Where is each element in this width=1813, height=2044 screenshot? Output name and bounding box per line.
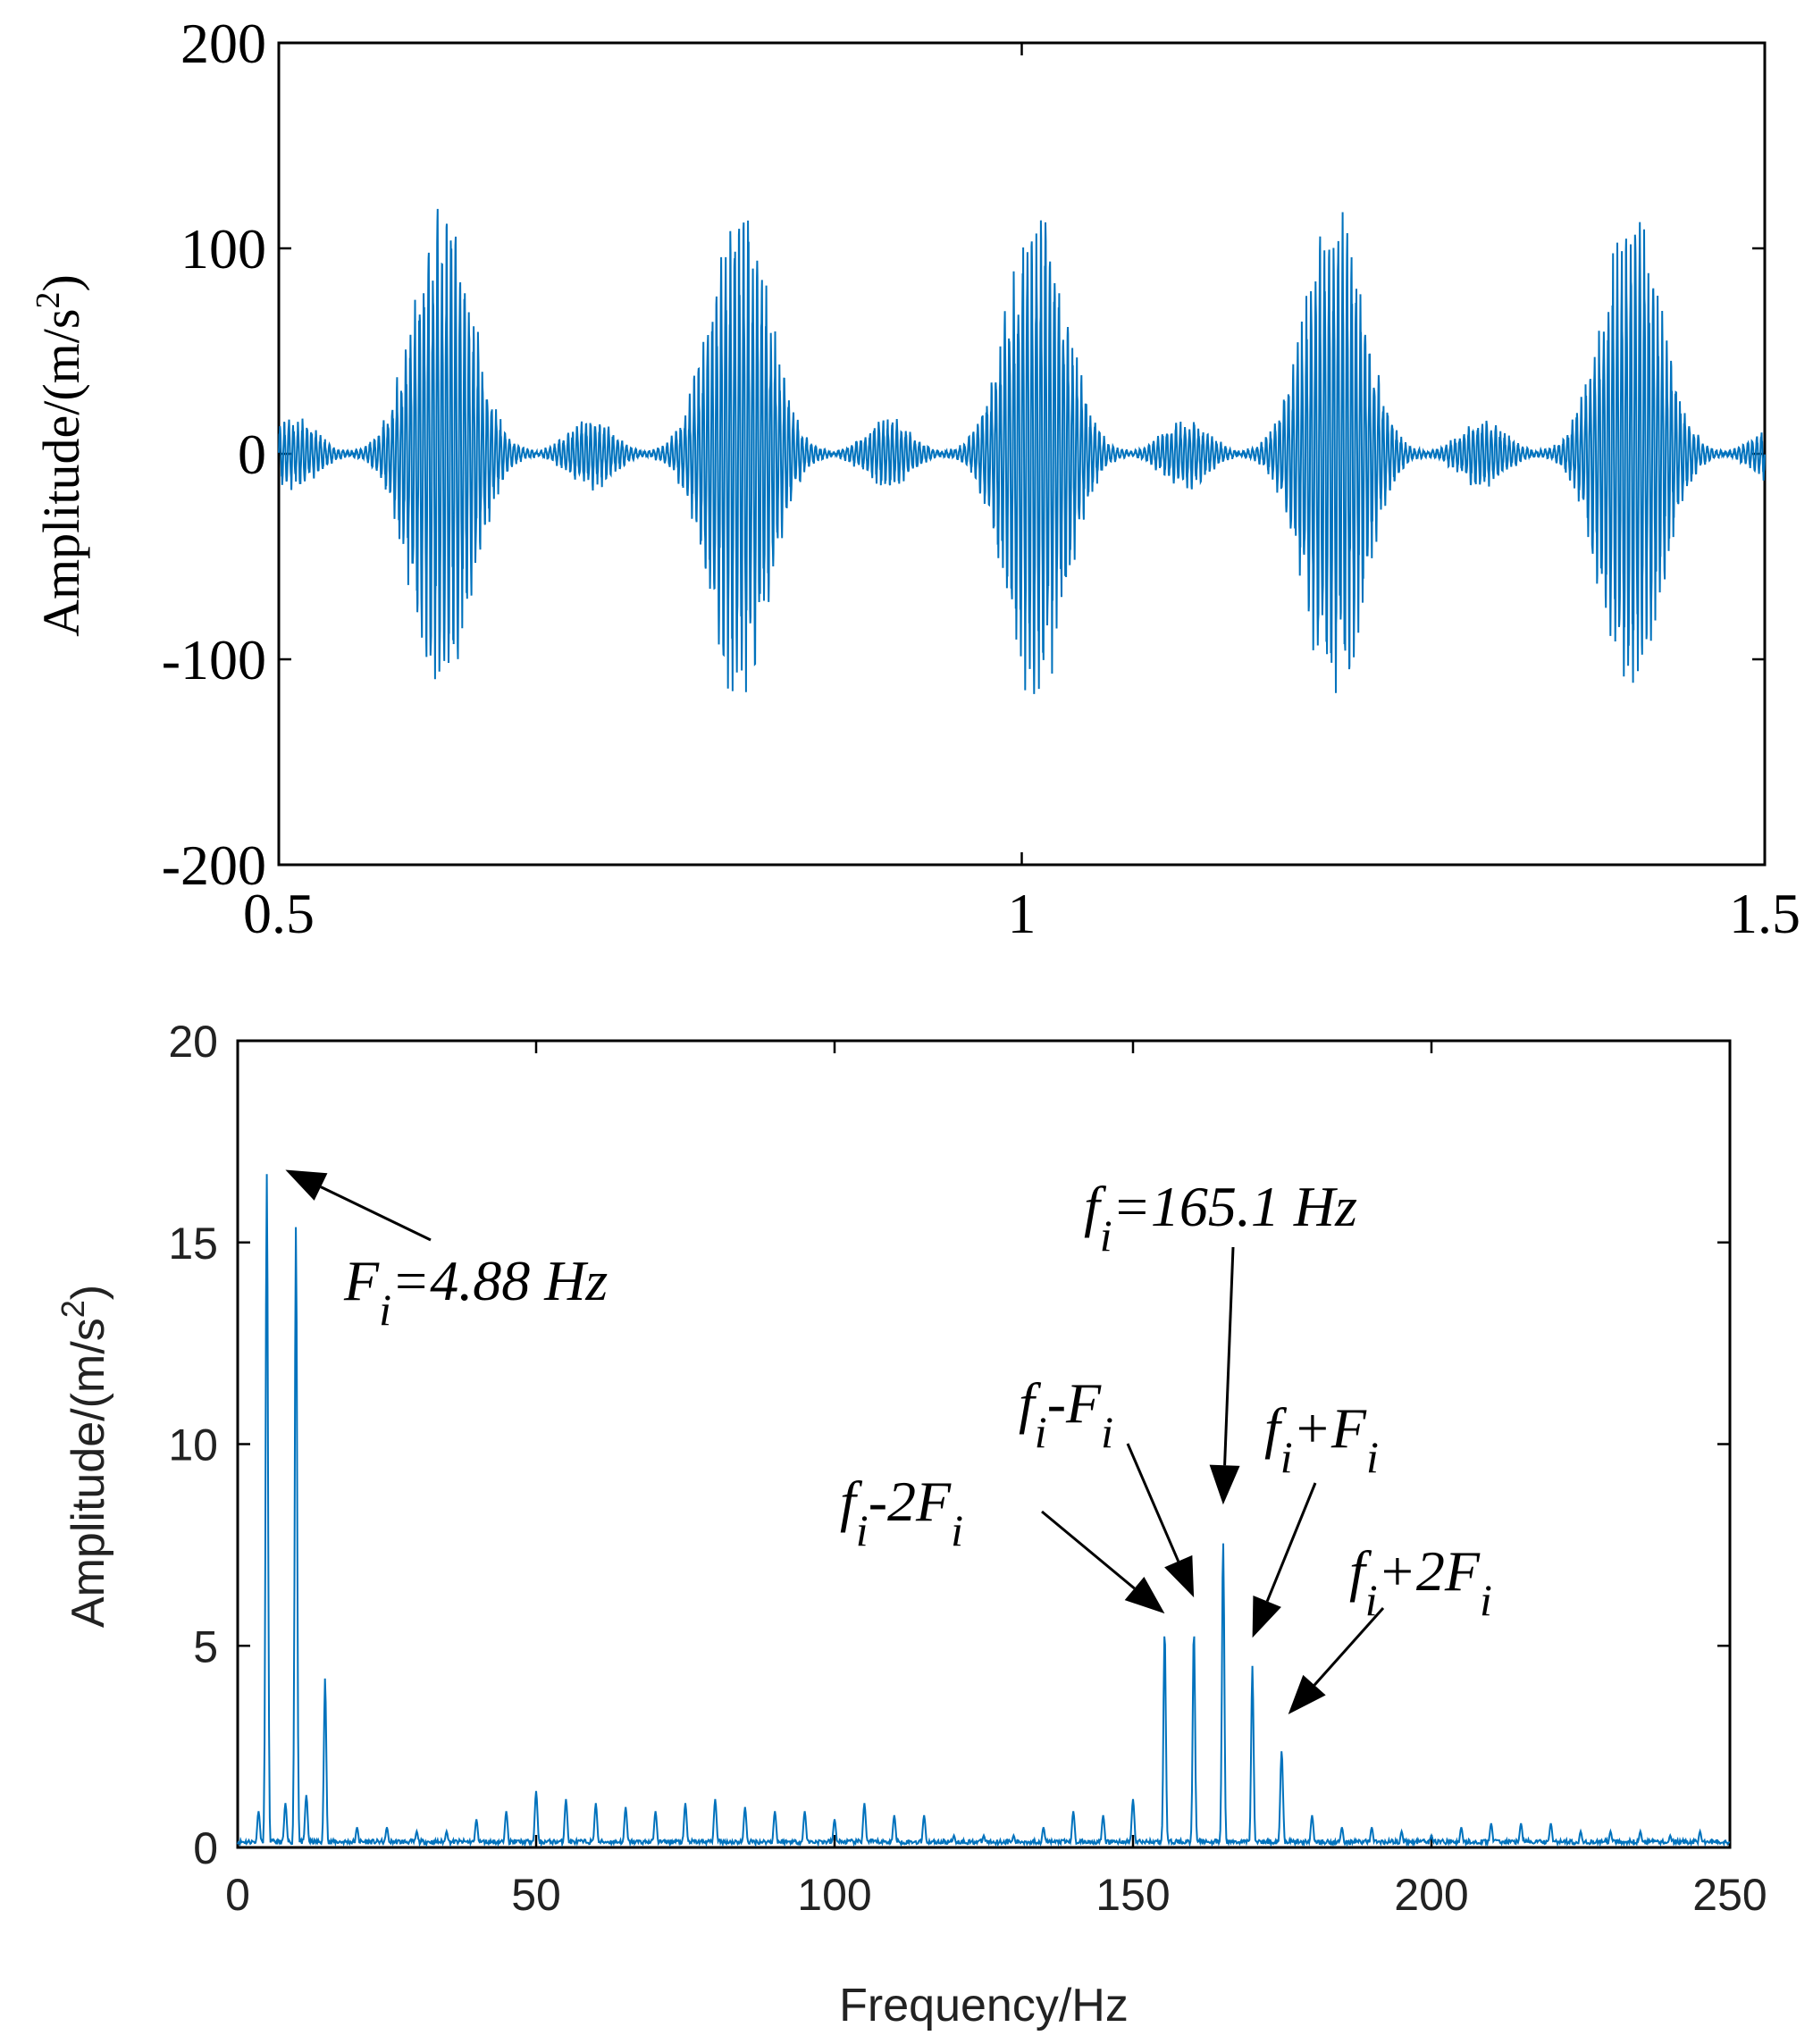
arrow-fi-2Fi-head xyxy=(1124,1576,1165,1614)
bottom-y-tick-label: 15 xyxy=(168,1219,218,1269)
bottom-plot-frame xyxy=(236,1039,1732,1849)
arrow-Fi-shaft xyxy=(320,1185,432,1242)
bottom-y-axis-label: Amplitude/(m/s2) xyxy=(55,1285,114,1628)
bottom-ticks: 0 50 100 150 200 250 0 5 10 15 20 xyxy=(168,1017,1767,1920)
arrow-fi+Fi-head xyxy=(1252,1596,1281,1638)
arrow-fi xyxy=(1209,1246,1240,1505)
bottom-x-tick-label: 250 xyxy=(1692,1870,1767,1920)
arrow-fi-Fi-shaft xyxy=(1126,1443,1180,1562)
spectrum-chart: 0 50 100 150 200 250 0 5 10 15 20 Amplitude/(m/s2)… xyxy=(55,1017,1767,2031)
time-signal-series xyxy=(278,208,1766,694)
top-ticks: 0.5 1 1.5 200 100 0 -100 -200 xyxy=(162,12,1800,945)
top-y-axis-label-text: Amplitude/(m/s2) xyxy=(29,274,90,637)
bottom-x-tick-label: 200 xyxy=(1394,1870,1468,1920)
bottom-x-tick-label: 150 xyxy=(1095,1870,1170,1920)
top-y-tick-label: 0 xyxy=(238,423,266,486)
top-y-axis-label: Amplitude/(m/s2) xyxy=(29,274,90,637)
top-x-tick-label: 1 xyxy=(1008,882,1037,945)
annotation-fi-2Fi: fi-2Fi xyxy=(840,1470,963,1555)
arrow-fi-2Fi xyxy=(1041,1510,1165,1614)
arrow-fi-shaft xyxy=(1223,1246,1235,1466)
top-y-tick-label: -100 xyxy=(162,628,266,691)
annotations: Fi=4.88 Hz fi=165.1 Hz fi-Fi fi-2Fi fi+Fi fi+… xyxy=(285,1169,1492,1715)
bottom-x-axis-label: Frequency/Hz xyxy=(839,1980,1129,2031)
arrow-Fi-head xyxy=(285,1169,328,1201)
bottom-x-tick-label: 0 xyxy=(225,1870,250,1920)
top-y-tick-label: 100 xyxy=(180,217,266,281)
top-y-tick-label: -200 xyxy=(162,834,266,897)
arrow-fi-Fi-head xyxy=(1164,1554,1195,1598)
arrow-fi+2Fi xyxy=(1288,1607,1385,1715)
arrow-Fi xyxy=(285,1169,432,1242)
bottom-y-tick-label: 0 xyxy=(193,1823,218,1873)
bottom-y-tick-label: 10 xyxy=(168,1420,218,1470)
annotation-fi: fi=165.1 Hz xyxy=(1084,1175,1357,1261)
annotation-Fi: Fi=4.88 Hz xyxy=(343,1249,608,1335)
bottom-x-tick-label: 100 xyxy=(797,1870,871,1920)
top-x-tick-label: 0.5 xyxy=(243,882,315,945)
arrow-fi+2Fi-head xyxy=(1288,1674,1326,1715)
arrow-fi-Fi xyxy=(1126,1443,1195,1598)
time-domain-chart: 0.5 1 1.5 200 100 0 -100 -200 Amplitude/(m/s2) xyxy=(29,12,1800,945)
arrow-fi-2Fi-shaft xyxy=(1041,1510,1136,1590)
arrow-fi+2Fi-shaft xyxy=(1313,1607,1385,1687)
arrow-fi-head xyxy=(1209,1464,1240,1505)
bottom-x-tick-label: 50 xyxy=(511,1870,561,1920)
bottom-y-axis-label-text: Amplitude/(m/s2) xyxy=(55,1285,114,1628)
annotation-fi+2Fi: fi+2Fi xyxy=(1349,1539,1492,1625)
arrow-fi+Fi xyxy=(1252,1482,1317,1638)
bottom-y-tick-label: 5 xyxy=(193,1621,218,1671)
annotation-fi-Fi: fi-Fi xyxy=(1019,1371,1113,1457)
bottom-y-tick-label: 20 xyxy=(168,1017,218,1067)
top-y-tick-label: 200 xyxy=(180,12,266,75)
arrow-fi+Fi-shaft xyxy=(1265,1482,1317,1603)
top-x-tick-label: 1.5 xyxy=(1729,882,1800,945)
spectrum-series xyxy=(237,1174,1731,1848)
annotation-fi+Fi: fi+Fi xyxy=(1264,1396,1379,1482)
